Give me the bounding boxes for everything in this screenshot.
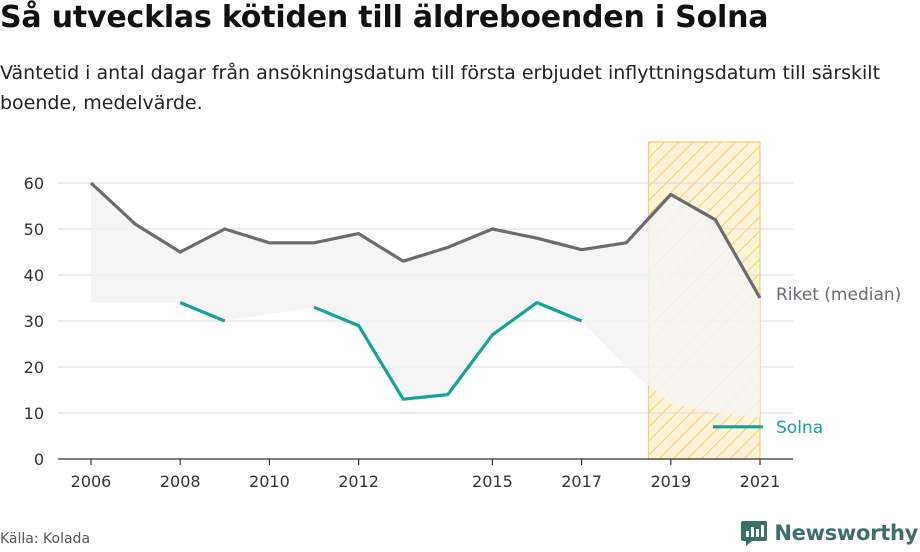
- source-note: Källa: Kolada: [0, 531, 91, 547]
- x-tick-label: 2010: [249, 472, 290, 491]
- y-tick-label: 0: [34, 450, 44, 469]
- y-tick-label: 60: [24, 174, 44, 193]
- x-tick-label: 2008: [160, 472, 201, 491]
- chart-subtitle: Väntetid i antal dagar från ansökningsda…: [0, 62, 881, 114]
- brand-name: Newsworthy: [774, 521, 918, 545]
- series-line-riket: [89, 181, 762, 299]
- range-band: [91, 183, 760, 418]
- range-band-area: [91, 183, 760, 418]
- series-label-solna: Solna: [776, 418, 823, 438]
- series-labels: Riket (median) Solna: [713, 285, 901, 438]
- y-tick-label: 30: [24, 312, 44, 331]
- series-label-riket: Riket (median): [776, 285, 901, 305]
- x-axis: 2006 2008 2010 2012 2015 2017 2019 2021: [58, 458, 793, 491]
- x-tick-label: 2021: [740, 472, 781, 491]
- y-axis-tick-labels: 0 10 20 30 40 50 60: [24, 174, 44, 469]
- y-tick-label: 50: [24, 220, 44, 239]
- y-tick-label: 20: [24, 358, 44, 377]
- y-tick-label: 10: [24, 404, 44, 423]
- series-lines: [89, 181, 762, 401]
- x-tick-label: 2015: [472, 472, 513, 491]
- chart-title: Så utvecklas kötiden till äldreboenden i…: [0, 0, 769, 35]
- x-tick-label: 2019: [650, 472, 691, 491]
- newsworthy-chart-logo-icon: [741, 521, 768, 546]
- x-tick-label: 2006: [71, 472, 112, 491]
- brand-logo[interactable]: Newsworthy: [740, 519, 918, 547]
- x-tick-label: 2012: [338, 472, 379, 491]
- series-line-solna: [313, 301, 583, 401]
- series-line-solna: [179, 301, 226, 323]
- x-tick-label: 2017: [561, 472, 602, 491]
- y-tick-label: 40: [24, 266, 44, 285]
